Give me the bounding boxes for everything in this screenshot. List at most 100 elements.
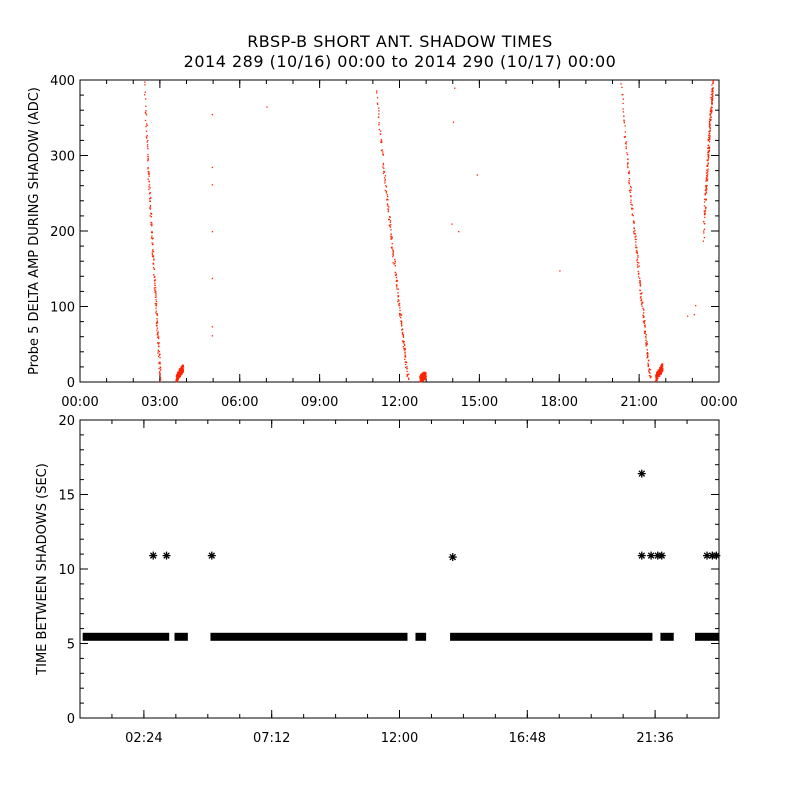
data-point	[148, 172, 150, 174]
data-point	[404, 351, 406, 353]
data-point	[392, 250, 395, 252]
data-point	[148, 186, 150, 188]
data-point	[707, 150, 710, 152]
y-axis-label: TIME BETWEEN SHADOWS (SEC)	[35, 463, 50, 676]
data-point	[385, 190, 388, 192]
data-point	[177, 371, 179, 373]
data-point	[397, 299, 399, 301]
data-point	[660, 372, 662, 374]
data-point	[655, 378, 657, 380]
data-point	[154, 296, 157, 298]
data-point	[633, 231, 635, 233]
data-point	[391, 237, 393, 239]
data-point	[211, 231, 214, 233]
data-point	[146, 144, 149, 146]
data-point	[709, 135, 711, 137]
data-point	[420, 373, 423, 375]
data-point	[622, 102, 624, 105]
data-point	[704, 189, 707, 192]
data-point	[425, 372, 427, 374]
data-point	[708, 139, 710, 142]
data-point	[633, 227, 635, 230]
data-point	[646, 344, 648, 346]
data-point	[382, 154, 385, 156]
asterisk-stroke	[647, 552, 655, 559]
data-point	[391, 236, 393, 238]
data-point	[711, 98, 714, 100]
data-point	[709, 132, 711, 135]
data-point	[639, 293, 642, 295]
data-point	[154, 291, 156, 293]
data-point	[643, 330, 646, 333]
data-point	[627, 158, 629, 160]
data-point	[392, 252, 394, 255]
data-point	[706, 165, 708, 167]
data-point	[376, 92, 378, 94]
data-point	[712, 81, 714, 84]
data-point	[384, 175, 387, 177]
data-point	[635, 238, 637, 241]
data-point	[152, 262, 155, 264]
data-point	[181, 371, 183, 373]
y-tick-label: 400	[50, 74, 75, 89]
data-point	[660, 373, 662, 375]
data-point	[420, 378, 422, 380]
panel-delta-amp: 00:00 03:00 06:00 09:00 12:00 15:00 18:00 21:00…	[27, 74, 738, 410]
data-point	[639, 280, 641, 283]
data-point	[647, 364, 649, 366]
data-point	[709, 116, 712, 118]
data-point	[707, 173, 709, 175]
data-point	[623, 115, 625, 117]
data-point	[408, 373, 410, 376]
data-point	[709, 118, 711, 120]
data-point	[642, 314, 644, 316]
data-point	[408, 378, 410, 381]
data-point	[176, 377, 178, 380]
data-point	[382, 162, 384, 165]
data-point	[179, 375, 181, 378]
data-point	[401, 333, 404, 335]
data-point	[176, 381, 178, 383]
data-point	[649, 376, 652, 379]
data-point	[628, 181, 630, 184]
data-point	[158, 342, 160, 344]
data-point	[634, 229, 636, 232]
data-point	[404, 355, 407, 357]
data-point	[147, 178, 149, 180]
baseline-band	[660, 632, 674, 641]
data-point	[181, 364, 184, 366]
data-point	[623, 121, 625, 124]
data-point	[157, 331, 159, 333]
data-point	[396, 288, 398, 290]
data-point	[706, 175, 709, 177]
data-point	[159, 367, 162, 369]
data-point	[646, 351, 649, 354]
plot-frame	[79, 79, 720, 383]
data-point	[151, 235, 153, 237]
data-point	[152, 256, 154, 258]
data-point	[712, 80, 714, 82]
data-point	[211, 166, 214, 169]
data-point	[712, 95, 714, 97]
data-point	[147, 168, 149, 170]
data-point	[376, 97, 379, 99]
data-point	[626, 165, 629, 167]
data-point	[381, 140, 383, 142]
x-tick-label: 12:00	[381, 395, 418, 410]
data-point	[624, 135, 626, 138]
data-point	[390, 237, 392, 239]
data-point	[388, 218, 390, 220]
data-point	[145, 136, 147, 138]
data-point	[406, 375, 408, 377]
data-point	[211, 113, 214, 116]
data-point	[400, 322, 403, 325]
data-point	[647, 352, 649, 355]
data-point	[156, 318, 158, 320]
data-point	[384, 178, 386, 181]
data-point	[159, 373, 161, 375]
data-point	[660, 371, 662, 373]
data-point	[383, 170, 385, 173]
data-point	[154, 276, 156, 278]
data-point	[644, 325, 646, 327]
data-point	[646, 349, 649, 351]
